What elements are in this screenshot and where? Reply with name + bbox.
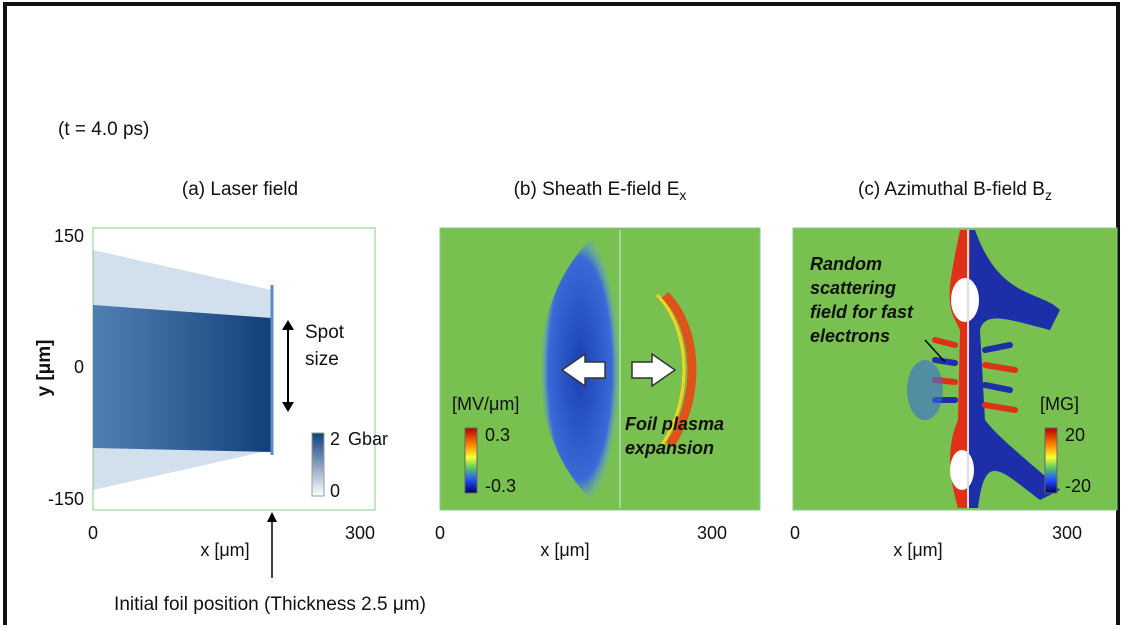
arrow bbox=[560, 352, 606, 388]
annotation: field for fast bbox=[810, 302, 914, 322]
panel-a bbox=[92, 227, 376, 578]
annotation: Foil plasma bbox=[625, 414, 724, 434]
expansion-front bbox=[655, 293, 686, 446]
y-tick-label: 150 bbox=[54, 226, 84, 246]
y-axis-label: y [μm] bbox=[34, 339, 55, 396]
colorbar bbox=[464, 427, 478, 494]
time-label: (t = 4.0 ps) bbox=[58, 119, 149, 140]
arrow bbox=[631, 352, 677, 388]
annotation: electrons bbox=[810, 326, 890, 346]
frame bbox=[3, 2, 1120, 630]
panel-title: (a) Laser field bbox=[182, 179, 298, 200]
colorbar-unit: Gbar bbox=[348, 429, 388, 449]
x-tick-label: 300 bbox=[345, 523, 375, 543]
laser-beam bbox=[93, 305, 272, 452]
colorbar-unit: [MG] bbox=[1040, 394, 1079, 414]
cavity bbox=[951, 278, 979, 322]
b-field-negative bbox=[965, 230, 1060, 508]
x-tick-label: 0 bbox=[435, 523, 445, 543]
panel-title: (b) Sheath E-field Ex bbox=[514, 179, 687, 203]
x-tick-label: 0 bbox=[790, 523, 800, 543]
expansion-front bbox=[661, 291, 697, 448]
annotation: Random bbox=[810, 254, 882, 274]
annotation: scattering bbox=[810, 278, 896, 298]
panel-title-text: (a) Laser field bbox=[182, 179, 298, 200]
x-tick-label: 300 bbox=[697, 523, 727, 543]
annotation: expansion bbox=[625, 438, 714, 458]
panel-title-text: (b) Sheath E-field E bbox=[514, 179, 680, 200]
panel-title: (c) Azimuthal B-field Bz bbox=[858, 179, 1052, 203]
colorbar-max: 20 bbox=[1065, 425, 1085, 445]
colorbar-min: 0 bbox=[330, 481, 340, 501]
panel-b bbox=[439, 227, 761, 511]
arrow-head bbox=[282, 320, 294, 330]
annotation: Spot bbox=[305, 322, 345, 343]
panel-c bbox=[792, 227, 1118, 511]
arrow bbox=[924, 339, 946, 363]
colorbar-min: -0.3 bbox=[485, 476, 516, 496]
colorbar bbox=[1044, 427, 1058, 494]
panel-title-text: (c) Azimuthal B-field B bbox=[858, 179, 1045, 200]
arrow-head bbox=[282, 402, 294, 412]
x-tick-label: 300 bbox=[1052, 523, 1082, 543]
y-tick-label: 0 bbox=[74, 357, 84, 377]
x-axis-label: x [μm] bbox=[893, 540, 942, 560]
x-tick-label: 0 bbox=[88, 523, 98, 543]
colorbar-min: -20 bbox=[1065, 476, 1091, 496]
sheath-field bbox=[907, 360, 943, 420]
y-tick-label: -150 bbox=[48, 489, 84, 509]
subscript: x bbox=[679, 187, 686, 203]
footnote: Initial foil position (Thickness 2.5 μm) bbox=[114, 594, 426, 615]
colorbar-max: 2 bbox=[330, 429, 340, 449]
colorbar-unit: [MV/μm] bbox=[452, 394, 519, 414]
x-axis-label: x [μm] bbox=[540, 540, 589, 560]
arrow-head bbox=[267, 512, 277, 522]
subscript: z bbox=[1045, 187, 1052, 203]
cavity bbox=[950, 450, 974, 490]
annotation: size bbox=[305, 349, 339, 370]
x-axis-label: x [μm] bbox=[200, 540, 249, 560]
colorbar bbox=[311, 432, 325, 497]
colorbar-max: 0.3 bbox=[485, 425, 510, 445]
